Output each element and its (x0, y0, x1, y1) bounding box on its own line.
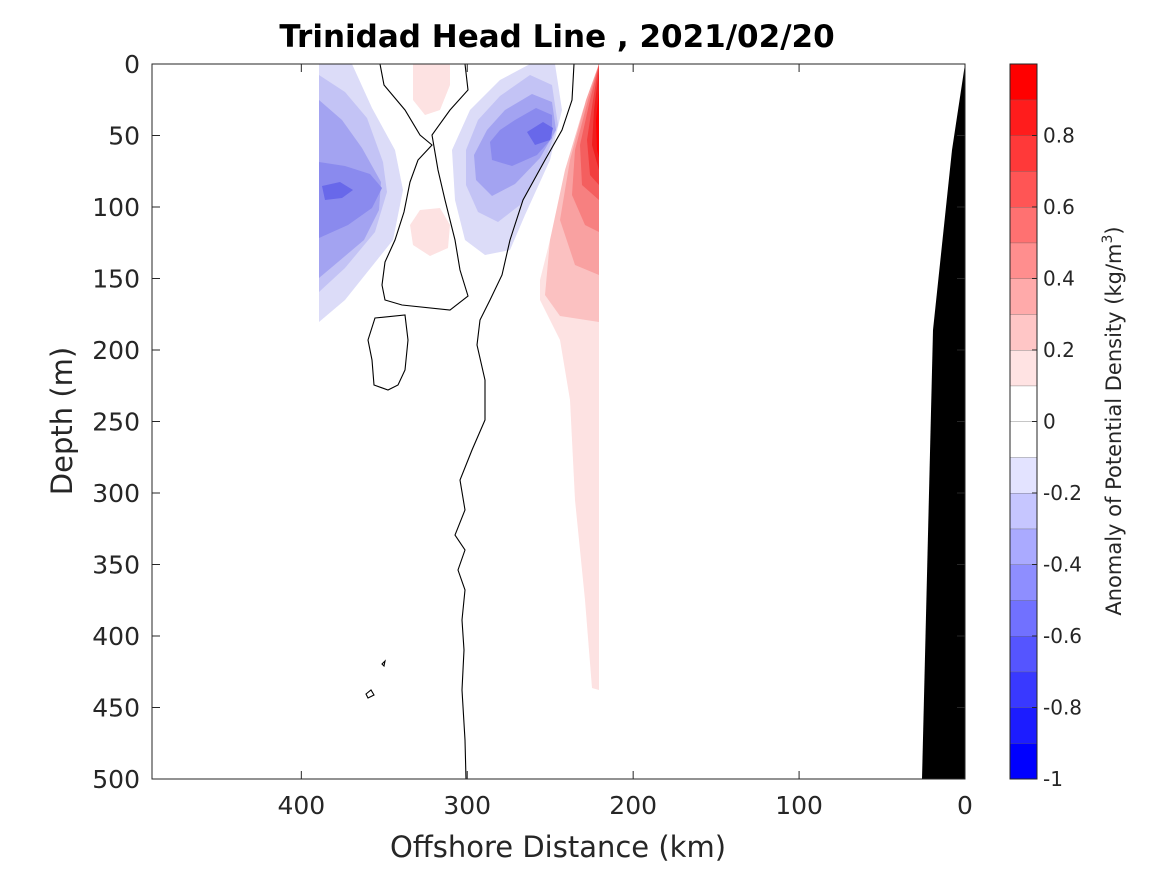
contour-fill-layer (319, 64, 599, 690)
colorbar-tick-label: -1 (1043, 767, 1063, 791)
colorbar-segment (1010, 600, 1037, 636)
colorbar-tick-label: -0.4 (1043, 553, 1082, 577)
colorbar-tick-label: 0.6 (1043, 195, 1075, 219)
y-tick-label: 400 (92, 622, 140, 651)
neg-blob-offshore-level-5 (322, 182, 353, 200)
colorbar-segment (1010, 171, 1037, 207)
colorbar-tick-label: 0.2 (1043, 338, 1075, 362)
pos-blob-surface (413, 64, 450, 115)
colorbar-segment (1010, 493, 1037, 529)
y-axis: 0 50 100 150 200 250 300 350 400 450 500 (92, 50, 965, 794)
x-axis-label: Offshore Distance (km) (390, 830, 726, 864)
y-tick-label: 300 (92, 479, 140, 508)
pos-blob-subsurface (410, 208, 450, 256)
colorbar-segment (1010, 528, 1037, 565)
zero-contour-dot-1 (381, 659, 386, 668)
y-tick-label: 500 (92, 765, 140, 794)
x-tick-label: 0 (957, 791, 973, 820)
colorbar-segment (1010, 207, 1037, 243)
colorbar-label-main: Anomaly of Potential Density (kg/m (1102, 244, 1126, 616)
colorbar-segment (1010, 707, 1037, 744)
neg-blob-mid-level-4 (490, 108, 552, 166)
colorbar: 0.8 0.6 0.4 0.2 0 -0.2 -0.4 -0.6 -0.8 -1 (1010, 63, 1082, 791)
y-tick-label: 150 (92, 265, 140, 294)
colorbar-segment (1010, 385, 1037, 422)
zero-contour-dot-2 (365, 689, 375, 699)
y-tick-label: 200 (92, 336, 140, 365)
colorbar-segment (1010, 564, 1037, 601)
colorbar-segment (1010, 64, 1037, 100)
colorbar-segment (1010, 350, 1037, 386)
zero-contour-island (367, 314, 409, 391)
y-tick-label: 450 (92, 694, 140, 723)
colorbar-tick-label: -0.2 (1043, 481, 1082, 505)
y-axis-label: Depth (m) (45, 347, 79, 495)
y-tick-label: 350 (92, 551, 140, 580)
y-tick-label: 50 (108, 122, 140, 151)
bathymetry-fill (922, 64, 965, 779)
contour-lines (365, 64, 575, 779)
y-tick-label: 100 (92, 193, 140, 222)
colorbar-segment (1010, 671, 1037, 708)
colorbar-segment (1010, 135, 1037, 172)
colorbar-segment (1010, 636, 1037, 672)
colorbar-segment (1010, 278, 1037, 315)
neg-blob-offshore-level-4 (319, 162, 382, 238)
colorbar-tick-label: 0.8 (1043, 124, 1075, 148)
x-tick-label: 100 (775, 791, 823, 820)
plot-area (152, 64, 965, 779)
colorbar-label-suffix: ) (1102, 226, 1126, 234)
pos-region-level-8 (596, 90, 599, 158)
colorbar-frame (1009, 63, 1038, 780)
x-tick-label: 300 (443, 791, 491, 820)
colorbar-tick-label: -0.6 (1043, 624, 1082, 648)
neg-blob-mid-level-5 (527, 122, 553, 145)
y-tick-label: 250 (92, 408, 140, 437)
colorbar-tick-label: 0 (1043, 410, 1056, 434)
zero-contour-east (454, 64, 575, 779)
colorbar-segment (1010, 99, 1037, 136)
colorbar-label: Anomaly of Potential Density (kg/m3) (1100, 226, 1126, 615)
x-axis: 400 300 200 100 0 (277, 64, 973, 820)
colorbar-segment (1010, 314, 1037, 350)
colorbar-tick-label: -0.8 (1043, 696, 1082, 720)
colorbar-segment (1010, 457, 1037, 493)
colorbar-segment (1010, 421, 1037, 458)
chart-title: Trinidad Head Line , 2021/02/20 (279, 19, 834, 55)
zero-contour-main (379, 64, 469, 311)
x-tick-label: 400 (277, 791, 325, 820)
colorbar-label-superscript: 3 (1100, 235, 1116, 244)
y-tick-label: 0 (124, 50, 140, 79)
x-tick-label: 200 (609, 791, 657, 820)
colorbar-segment (1010, 242, 1037, 279)
colorbar-segment (1010, 743, 1037, 779)
colorbar-tick-label: 0.4 (1043, 267, 1075, 291)
